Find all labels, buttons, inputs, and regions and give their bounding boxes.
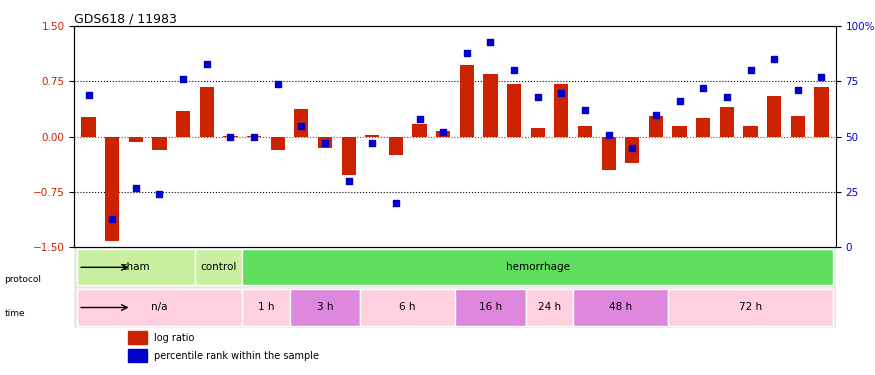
Point <box>626 145 640 151</box>
Bar <box>744 126 758 137</box>
Text: protocol: protocol <box>4 275 41 284</box>
Text: sham: sham <box>122 262 150 272</box>
Text: log ratio: log ratio <box>154 333 194 343</box>
Text: 24 h: 24 h <box>538 303 561 312</box>
Text: percentile rank within the sample: percentile rank within the sample <box>154 351 319 361</box>
Point <box>578 107 592 113</box>
Point <box>720 94 734 100</box>
Point <box>294 123 308 129</box>
Point <box>484 39 498 45</box>
Bar <box>696 118 710 137</box>
Bar <box>668 290 833 326</box>
Bar <box>526 290 573 326</box>
Point <box>270 81 284 87</box>
Bar <box>815 87 829 137</box>
Bar <box>105 137 119 242</box>
Bar <box>365 135 380 137</box>
Point <box>436 129 450 135</box>
Point <box>388 200 402 206</box>
Bar <box>388 137 403 155</box>
Bar <box>459 64 474 137</box>
Point <box>555 90 569 96</box>
Point <box>815 74 829 80</box>
Bar <box>341 137 356 175</box>
Text: 6 h: 6 h <box>400 303 416 312</box>
Bar <box>200 87 214 137</box>
Point <box>247 134 261 140</box>
Point <box>223 134 237 140</box>
Bar <box>578 126 592 137</box>
Bar <box>626 137 640 162</box>
Bar <box>455 290 526 326</box>
Bar <box>483 74 498 137</box>
Text: 48 h: 48 h <box>609 303 632 312</box>
Point <box>696 85 710 91</box>
Point <box>649 112 663 118</box>
Bar <box>554 84 569 137</box>
Text: 16 h: 16 h <box>479 303 502 312</box>
Bar <box>294 110 308 137</box>
Point <box>507 68 522 74</box>
Text: 72 h: 72 h <box>739 303 762 312</box>
Bar <box>223 136 237 137</box>
Point <box>365 140 379 146</box>
Point <box>673 98 687 104</box>
Bar <box>573 290 668 326</box>
Point <box>341 178 355 184</box>
Text: 1 h: 1 h <box>257 303 274 312</box>
Bar <box>290 290 360 326</box>
Text: GDS618 / 11983: GDS618 / 11983 <box>74 12 178 25</box>
Bar <box>242 249 833 285</box>
Point <box>200 61 214 67</box>
Bar <box>242 290 290 326</box>
Point <box>152 191 166 197</box>
Point <box>460 50 474 56</box>
Bar <box>77 290 242 326</box>
Bar <box>128 349 147 362</box>
Bar <box>77 249 195 285</box>
Point <box>602 132 616 138</box>
Bar <box>649 116 663 137</box>
Point <box>744 68 758 74</box>
Bar <box>791 116 805 137</box>
Point <box>129 184 143 190</box>
Point <box>412 116 426 122</box>
Text: hemorrhage: hemorrhage <box>506 262 570 272</box>
Bar <box>602 137 616 170</box>
Bar <box>673 126 687 137</box>
Bar <box>507 84 522 137</box>
Point <box>791 87 805 93</box>
Bar <box>318 137 332 148</box>
Bar <box>720 107 734 137</box>
Point <box>318 140 332 146</box>
Bar <box>412 124 427 137</box>
Bar <box>128 331 147 344</box>
Text: time: time <box>4 309 25 318</box>
Bar <box>360 290 455 326</box>
Bar <box>530 128 545 137</box>
Bar <box>81 117 95 137</box>
Text: control: control <box>200 262 237 272</box>
Bar <box>270 137 284 150</box>
Bar <box>436 131 451 137</box>
Point <box>767 56 781 62</box>
Bar <box>247 136 261 137</box>
Bar <box>767 96 781 137</box>
Bar <box>152 137 166 150</box>
Point <box>176 76 190 82</box>
Point <box>105 216 119 222</box>
Point <box>81 92 95 98</box>
Text: n/a: n/a <box>151 303 168 312</box>
Bar <box>195 249 242 285</box>
Point <box>531 94 545 100</box>
Text: 3 h: 3 h <box>317 303 333 312</box>
Bar <box>129 137 143 142</box>
Bar <box>176 111 190 137</box>
